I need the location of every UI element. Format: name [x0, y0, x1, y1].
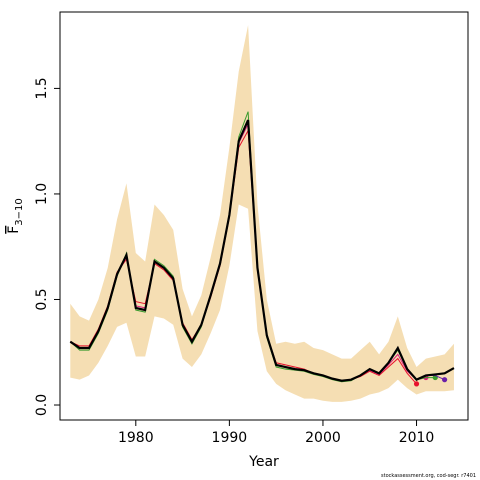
- x-tick-label: 2000: [305, 430, 341, 446]
- x-tick-label: 1990: [212, 430, 248, 446]
- x-tick-label: 1980: [118, 430, 154, 446]
- confidence-band: [70, 25, 454, 402]
- series-line: [69, 119, 455, 382]
- end-point: [413, 381, 420, 387]
- y-tick-label: 0.5: [34, 288, 50, 310]
- plot-frame: [59, 11, 469, 421]
- y-tick-label: 0.0: [34, 394, 50, 416]
- y-tick-label: 1.5: [34, 77, 50, 99]
- y-axis-label: F3−10: [6, 198, 25, 234]
- footnote: stockassessment.org, cod-segr. r7401: [381, 473, 476, 479]
- y-axis-label-text: F3−10: [6, 198, 25, 234]
- x-tick-label: 2010: [399, 430, 435, 446]
- end-point: [442, 377, 448, 383]
- y-label-symbol: F: [6, 226, 22, 234]
- x-axis-label: Year: [248, 454, 279, 470]
- y-tick-label: 1.0: [34, 183, 50, 205]
- y-label-subscript: 3−10: [14, 198, 25, 225]
